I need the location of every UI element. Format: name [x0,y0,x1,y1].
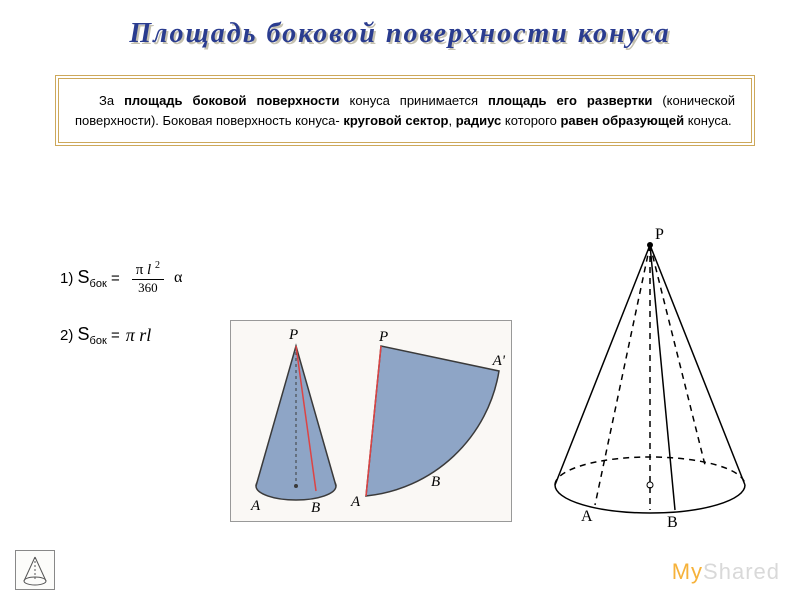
f1-var: l [147,262,151,278]
f1-alpha: α [174,269,182,287]
f2-num: 2) [60,327,73,344]
def-b2: площадь его развертки [488,93,652,108]
center-figure: A B P A B P A' [230,320,512,522]
def-p0: За [99,93,124,108]
f1-S: S [78,267,90,287]
f2-eq: = [111,327,120,344]
cone-diagram: P A B [535,230,765,530]
def-b5: равен образующей [560,113,684,128]
f1-exp: 2 [155,260,160,271]
def-b4: радиус [456,113,502,128]
watermark: MyShared [672,559,780,585]
corner-icon [15,550,55,590]
f1-sub: бок [90,278,107,290]
page-title: Площадь боковой поверхности конуса [0,18,800,50]
cd-label-A: A [581,508,593,526]
f1-fraction: π l 2 360 [132,260,164,296]
ci-label-B2: B [431,474,440,491]
ci-label-P1: P [289,327,298,344]
f1-pi: π [136,262,144,278]
def-p3: , [448,113,455,128]
def-b3: круговой сектор [343,113,448,128]
f1-eq: = [111,270,120,287]
corner-icon-svg [16,551,54,589]
cd-label-B: B [667,514,678,532]
formula-2: 2) Sбок = π rl [60,324,182,347]
ci-label-P2: P [379,329,388,346]
f2-S: S [78,324,90,344]
ci-label-A2: A [351,494,360,511]
formula-1-label: 1) Sбок = [60,267,120,290]
ci-label-Aprime: A' [493,353,505,370]
formula-1: 1) Sбок = π l 2 360 α [60,260,182,296]
formula-2-label: 2) Sбок = [60,324,120,347]
def-b1: площадь боковой поверхности [124,93,339,108]
ci-label-A1: A [251,498,260,515]
watermark-my: My [672,559,703,584]
f1-num: 1) [60,270,73,287]
definition-box: За площадь боковой поверхности конуса пр… [55,75,755,146]
center-figure-svg [231,321,511,521]
f1-den: 360 [132,280,164,296]
title-text: Площадь боковой поверхности конуса [129,18,670,49]
cd-label-P: P [655,226,664,244]
cone-diagram-svg [535,230,765,530]
ci-label-B1: B [311,500,320,517]
f2-sub: бок [90,335,107,347]
formulas-block: 1) Sбок = π l 2 360 α 2) Sбок = π rl [60,260,182,375]
def-p1: конуса принимается [340,93,489,108]
f2-expr: π rl [126,325,152,346]
def-p5: конуса. [684,113,732,128]
left-cone [256,346,336,500]
def-p4: которого [501,113,560,128]
watermark-shared: Shared [703,559,780,584]
